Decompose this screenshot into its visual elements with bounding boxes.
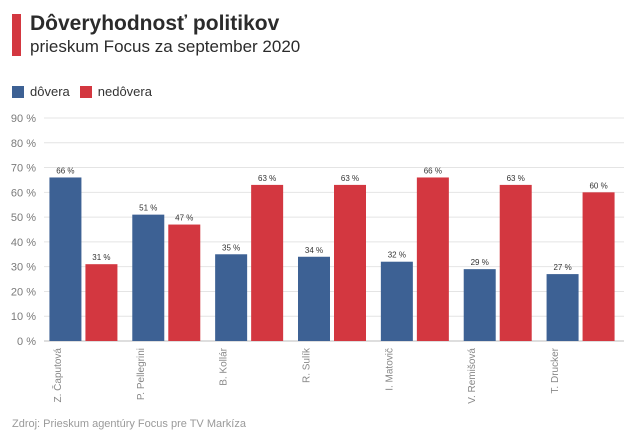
x-tick-label: B. Kollár xyxy=(219,347,230,385)
y-tick-label: 60 % xyxy=(11,187,36,199)
x-tick-label: T. Drucker xyxy=(550,347,561,393)
bar xyxy=(416,177,449,341)
legend-swatch-distrust xyxy=(79,85,92,98)
bar xyxy=(582,192,615,341)
bar xyxy=(334,184,366,341)
bar-value-label: 35 % xyxy=(222,243,240,252)
bar xyxy=(298,256,330,341)
title-accent-bar xyxy=(12,14,21,56)
bar-value-label: 66 % xyxy=(56,166,74,175)
y-tick-label: 50 % xyxy=(11,212,36,224)
bar-value-label: 66 % xyxy=(424,166,442,175)
legend-item-trust[interactable]: dôvera xyxy=(12,84,70,99)
y-tick-label: 0 % xyxy=(17,336,36,348)
legend-label-distrust: nedôvera xyxy=(97,84,152,99)
bar xyxy=(132,214,165,341)
bar-value-label: 60 % xyxy=(589,181,607,190)
bar xyxy=(49,177,82,341)
chart-subtitle: prieskum Focus za september 2020 xyxy=(30,37,301,56)
legend-label-trust: dôvera xyxy=(30,84,70,99)
bar-value-label: 63 % xyxy=(341,174,359,183)
chart-title: Dôveryhodnosť politikov xyxy=(30,12,280,35)
y-tick-label: 70 % xyxy=(11,163,36,175)
bar-value-label: 29 % xyxy=(471,258,489,267)
bar-value-label: 34 % xyxy=(305,246,323,255)
y-tick-label: 10 % xyxy=(11,311,36,323)
x-tick-label: Z. Čaputová xyxy=(51,348,64,403)
bar-value-label: 63 % xyxy=(258,174,276,183)
y-tick-label: 80 % xyxy=(11,138,36,150)
bar-value-label: 27 % xyxy=(553,263,571,272)
legend-item-distrust[interactable]: nedôvera xyxy=(79,84,152,99)
bar-value-label: 47 % xyxy=(175,214,193,223)
bar xyxy=(499,184,532,341)
x-tick-label: P. Pellegrini xyxy=(136,348,147,400)
x-tick-label: R. Sulík xyxy=(302,347,313,383)
y-tick-label: 90 % xyxy=(11,113,36,125)
x-tick-label: I. Matovič xyxy=(384,348,395,391)
y-tick-label: 30 % xyxy=(11,262,36,274)
y-tick-label: 40 % xyxy=(11,237,36,249)
legend: dôvera nedôvera xyxy=(12,84,152,99)
bar xyxy=(251,184,284,341)
bar-value-label: 31 % xyxy=(92,253,110,262)
bar-value-label: 63 % xyxy=(507,174,525,183)
bar xyxy=(380,261,413,341)
bar xyxy=(215,254,248,341)
bar xyxy=(546,274,579,341)
bar-value-label: 51 % xyxy=(139,204,157,213)
bar xyxy=(168,224,201,341)
bar-value-label: 32 % xyxy=(388,251,406,260)
bar xyxy=(85,264,118,341)
source-note: Zdroj: Prieskum agentúry Focus pre TV Ma… xyxy=(12,418,246,430)
legend-swatch-trust xyxy=(12,85,24,98)
bar xyxy=(463,269,496,341)
y-tick-label: 20 % xyxy=(11,286,36,298)
x-tick-label: V. Remišová xyxy=(467,348,478,404)
